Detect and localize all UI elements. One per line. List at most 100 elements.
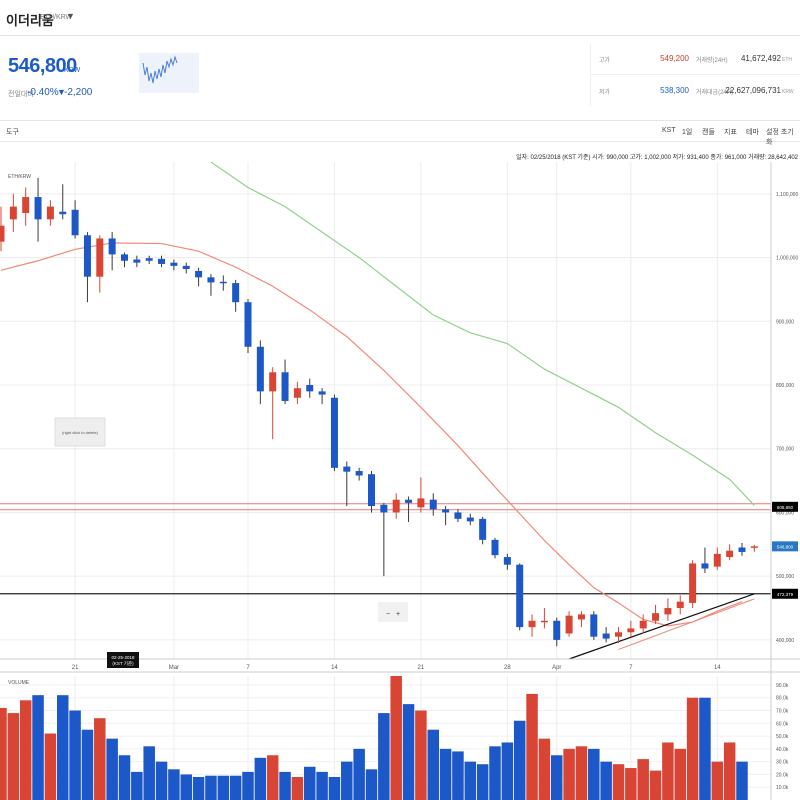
volume-bar [476, 764, 489, 800]
candle-body [689, 563, 697, 603]
volume-bar [551, 755, 563, 800]
change-label: 전일대비 [8, 91, 34, 98]
volume-tick-label: 10.0k [776, 785, 789, 791]
volume-bar [452, 751, 464, 800]
x-tick-label: 21 [418, 665, 425, 671]
volume-bar [637, 759, 649, 800]
volume-bar [304, 766, 316, 800]
indicators-menu[interactable]: 지표 [724, 129, 737, 136]
pair-selector[interactable]: ETH/KRW [40, 14, 73, 21]
candle-body [182, 265, 190, 270]
candle-body [540, 620, 548, 623]
volume-tick-label: 60.0k [776, 721, 789, 727]
ma-short-layer [0, 242, 743, 627]
volume-bar [44, 733, 57, 800]
candle-body [429, 499, 437, 510]
amount-label: 거래대금(24H) [696, 90, 734, 96]
candle-body [96, 238, 104, 277]
volume-bar [316, 771, 328, 800]
candle-body [0, 225, 5, 242]
drawing-hint-box[interactable]: (right click to delete) [54, 417, 106, 447]
volume-bar [242, 771, 254, 800]
volume-bar [341, 761, 353, 800]
volume-bar [563, 748, 575, 800]
volume-bar [229, 775, 242, 800]
x-tick-label: 7 [629, 665, 633, 671]
volume-layer [0, 676, 748, 800]
volume-bar [7, 713, 20, 800]
reset-settings-button[interactable]: 설정 초기화 [766, 129, 794, 146]
chart-toolbar: 도구 KST 1일 캔들 지표 테마 설정 초기화 [0, 120, 800, 146]
candle-body [442, 509, 450, 513]
horizontal-lines [0, 503, 771, 595]
candle-body [602, 633, 610, 639]
ohlc-info-bar: 일자: 02/25/2018 (KST 기준) 시가: 990,000 고가: … [0, 150, 800, 162]
volume-unit: ETH [782, 57, 792, 63]
volume-tick-label: 20.0k [776, 772, 789, 778]
price-tick-label: 700,000 [776, 447, 794, 453]
volume-value: 41,672,492 [740, 54, 781, 63]
amount-unit: KRW [782, 89, 794, 95]
tools-menu[interactable]: 도구 [6, 129, 19, 136]
asset-title: 이더리움 [6, 13, 54, 28]
interval-menu[interactable]: 1일 [682, 129, 693, 136]
volume-bar [625, 768, 637, 800]
volume-tick-label: 30.0k [776, 760, 789, 766]
candle-body [713, 553, 721, 567]
price-tick-label: 400,000 [776, 638, 794, 644]
volume-bar [402, 704, 415, 800]
zoom-in-button[interactable]: + [396, 611, 400, 618]
volume-bar [489, 746, 501, 800]
volume-bar [575, 746, 588, 800]
volume-bar [649, 770, 662, 800]
volume-bar [192, 776, 205, 800]
candle-body [133, 259, 141, 263]
chevron-down-icon[interactable]: ▼ [66, 11, 75, 21]
volume-bar [168, 769, 180, 800]
price-unit: KRW [64, 67, 81, 74]
top-bar: 이더리움 ETH/KRW ▼ [0, 0, 800, 36]
candle-body [158, 258, 166, 264]
candle-body [318, 391, 326, 395]
candle-body [503, 557, 511, 565]
volume-bar [526, 693, 538, 800]
ohlc-readout: 일자: 02/25/2018 (KST 기준) 시가: 990,000 고가: … [516, 155, 798, 161]
candle-body [219, 281, 227, 284]
candle-body [368, 474, 375, 507]
volume-bar [291, 776, 304, 800]
volume-bar [699, 697, 711, 800]
zoom-controls[interactable]: − + [378, 602, 408, 622]
tooltip-date: 02-25-2018 [111, 655, 135, 660]
candle-body [565, 615, 573, 634]
price-tick-label: 1,100,000 [776, 192, 798, 198]
volume-bar [686, 697, 699, 800]
volume-tick-label: 50.0k [776, 734, 789, 740]
volume-tick-label: 80.0k [776, 696, 789, 702]
volume-bar [94, 718, 106, 800]
volume-bar [131, 771, 143, 800]
candle-body [83, 235, 91, 277]
volume-bar [254, 757, 267, 800]
volume-bar [365, 769, 378, 800]
delete-hint: (right click to delete) [62, 430, 98, 435]
ma-long-line [210, 162, 755, 506]
volume-bar [439, 748, 452, 800]
candle-body [281, 372, 289, 401]
volume-bar [612, 764, 625, 800]
ma-long-layer [210, 162, 755, 506]
volume-bar [69, 710, 81, 800]
chart-area[interactable]: 1,100,000 1,000,000 900,000 800,000 700,000 6… [0, 162, 800, 800]
high-value: 549,200 [660, 54, 689, 63]
price-tag: 546,800 [772, 541, 798, 552]
theme-menu[interactable]: 테마 [746, 129, 759, 136]
candle-body [392, 499, 400, 513]
candle-body [491, 539, 499, 556]
timezone-menu[interactable]: KST [662, 127, 676, 134]
chart-type-menu[interactable]: 캔들 [702, 129, 715, 136]
zoom-out-button[interactable]: − [386, 611, 390, 618]
candle-body [244, 302, 252, 347]
candle-body [553, 620, 561, 640]
candle-body [479, 518, 487, 540]
volume-bar [328, 776, 341, 800]
volume-bar [415, 710, 427, 800]
